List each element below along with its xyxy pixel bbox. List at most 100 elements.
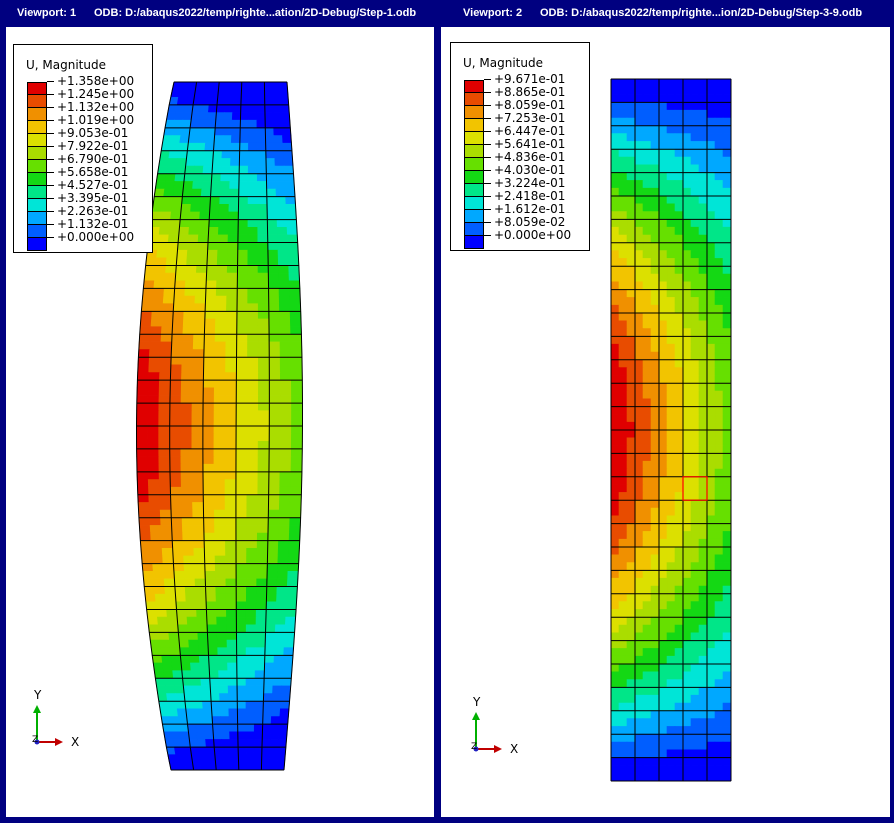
contour-patch: [214, 525, 226, 534]
contour-patch: [634, 125, 644, 134]
contour-patch: [650, 460, 660, 470]
contour-patch: [698, 141, 708, 150]
contour-patch: [674, 109, 684, 119]
contour-patch: [658, 772, 668, 782]
contour-patch: [714, 484, 724, 493]
contour-patch: [220, 723, 230, 733]
contour-patch: [246, 570, 258, 580]
contour-patch: [610, 367, 620, 376]
contour-patch: [257, 509, 269, 519]
contour-patch: [188, 731, 198, 740]
contour-patch: [714, 187, 724, 197]
contour-patch: [698, 733, 708, 743]
contour-patch: [666, 609, 676, 618]
contour-patch: [722, 148, 732, 158]
contour-patch: [674, 718, 684, 727]
contour-patch: [626, 148, 636, 158]
contour-patch: [246, 509, 258, 519]
contour-patch: [674, 289, 684, 298]
contour-patch: [221, 739, 231, 748]
contour-patch: [247, 257, 259, 266]
viewport-title-bar[interactable]: Viewport: 1 ODB: D:/abaqus2022/temp/righ…: [0, 0, 436, 27]
contour-patch: [642, 304, 652, 314]
contour-patch: [690, 671, 700, 680]
contour-patch: [176, 96, 187, 106]
contour-patch: [266, 181, 277, 190]
contour-patch: [650, 320, 660, 329]
contour-patch: [666, 203, 676, 212]
contour-patch: [650, 772, 660, 782]
contour-patch: [232, 89, 242, 98]
contour-patch: [706, 414, 716, 423]
contour-patch: [706, 242, 716, 251]
contour-patch: [256, 142, 267, 152]
legend-value: +7.253e-01: [484, 112, 571, 125]
contour-patch: [232, 96, 242, 106]
contour-patch: [610, 86, 620, 95]
contour-patch: [642, 687, 652, 696]
contour-patch: [642, 585, 652, 595]
contour-patch: [148, 502, 161, 511]
contour-patch: [666, 523, 676, 532]
contour-patch: [283, 158, 294, 167]
contour-patch: [235, 593, 247, 603]
contour-patch: [253, 731, 263, 740]
contour-patch: [247, 311, 259, 320]
contour-patch: [177, 624, 189, 633]
contour-patch: [618, 507, 628, 517]
contour-patch: [179, 135, 190, 144]
contour-patch: [253, 754, 263, 763]
contour-patch: [698, 78, 708, 88]
contour-patch: [666, 757, 676, 766]
contour-patch: [698, 304, 708, 314]
contour-patch: [634, 172, 644, 181]
contour-patch: [144, 593, 157, 603]
viewport-1[interactable]: Viewport: 1 ODB: D:/abaqus2022/temp/righ…: [0, 0, 436, 823]
contour-patch: [257, 433, 270, 442]
contour-patch: [137, 356, 150, 366]
contour-patch: [201, 693, 212, 702]
contour-patch: [254, 685, 265, 694]
contour-legend[interactable]: U, Magnitude +1.358e+00 +1.245e+00 +1.132e…: [13, 44, 153, 253]
contour-patch: [246, 395, 259, 404]
contour-patch: [610, 117, 620, 127]
contour-patch: [172, 303, 185, 312]
contour-patch: [235, 578, 247, 587]
contour-patch: [287, 249, 299, 259]
viewport-2[interactable]: Viewport: 2 ODB: D:/abaqus2022/temp/righ…: [439, 0, 894, 823]
contour-patch: [213, 471, 226, 480]
contour-patch: [658, 367, 668, 376]
contour-patch: [226, 647, 237, 656]
contour-patch: [236, 700, 247, 710]
contour-patch: [634, 156, 644, 166]
contour-patch: [279, 89, 289, 98]
viewport-title-bar[interactable]: Viewport: 2 ODB: D:/abaqus2022/temp/righ…: [439, 0, 894, 27]
contour-patch: [268, 440, 281, 450]
contour-patch: [706, 531, 716, 540]
legend-value: +4.527e-01: [47, 179, 134, 192]
contour-legend[interactable]: U, Magnitude +9.671e-01 +8.865e-01 +8.059e…: [450, 42, 590, 251]
contour-patch: [152, 288, 165, 297]
contour-patch: [221, 746, 231, 756]
contour-patch: [650, 538, 660, 548]
contour-patch: [277, 563, 289, 572]
contour-patch: [634, 312, 644, 322]
contour-patch: [163, 188, 175, 197]
contour-patch: [277, 548, 290, 557]
contour-patch: [235, 395, 248, 404]
contour-patch: [690, 109, 700, 119]
contour-patch: [690, 141, 700, 150]
contour-patch: [642, 242, 652, 251]
contour-patch: [202, 425, 215, 434]
contour-patch: [722, 265, 732, 275]
contour-patch: [205, 127, 216, 136]
contour-patch: [159, 372, 171, 381]
viewport-canvas[interactable]: U, Magnitude +1.358e+00 +1.245e+00 +1.132e…: [6, 27, 434, 817]
contour-patch: [203, 716, 213, 725]
contour-patch: [626, 141, 636, 150]
contour-patch: [698, 484, 708, 493]
contour-patch: [618, 453, 628, 462]
contour-patch: [650, 156, 660, 166]
contour-patch: [191, 677, 202, 687]
viewport-canvas[interactable]: U, Magnitude +9.671e-01 +8.865e-01 +8.059e…: [441, 27, 890, 817]
